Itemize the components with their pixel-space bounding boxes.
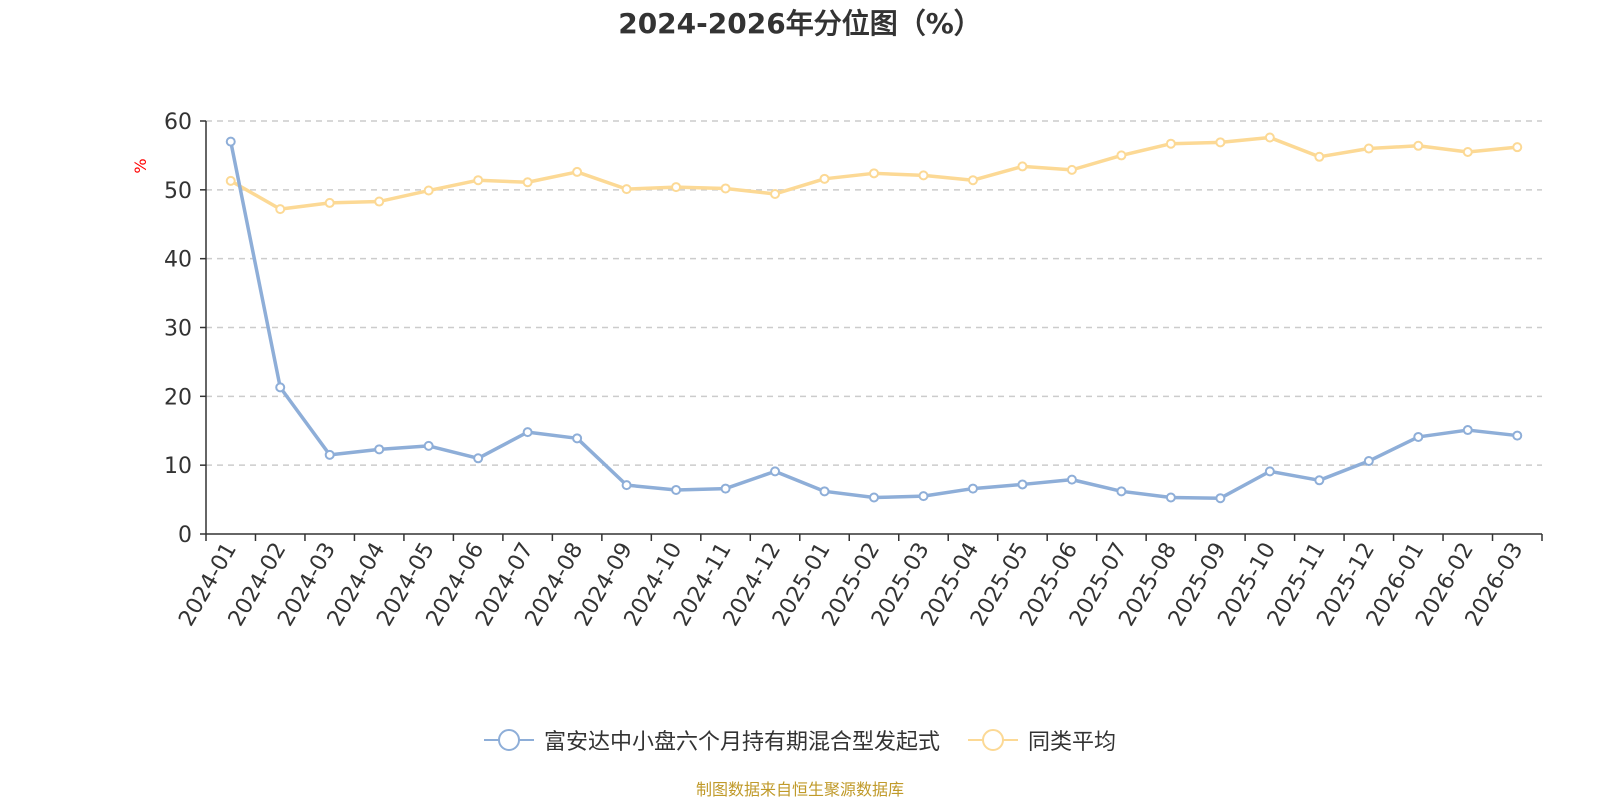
data-point-series-1[interactable] [770,466,781,477]
data-point-series-2[interactable] [770,188,781,199]
data-point-series-2[interactable] [225,175,236,186]
data-point-series-1[interactable] [275,382,286,393]
legend-label-series-1: 富安达中小盘六个月持有期混合型发起式 [543,730,940,755]
y-tick-label: 60 [164,110,192,135]
data-point-series-2[interactable] [522,177,533,188]
data-point-series-2[interactable] [1413,140,1424,151]
y-tick-label: 0 [178,523,192,548]
data-point-series-1[interactable] [1413,431,1424,442]
data-point-series-2[interactable] [1017,161,1028,172]
data-point-series-1[interactable] [1512,430,1523,441]
y-tick-label: 10 [164,454,192,479]
legend-item-series-2[interactable]: 同类平均 [968,724,1116,756]
y-tick-labels: 0 10 20 30 40 50 60 [164,110,192,548]
data-point-series-1[interactable] [671,484,682,495]
data-point-series-1[interactable] [967,483,978,494]
source-note: 制图数据来自恒生聚源数据库 [695,780,904,799]
data-point-series-2[interactable] [918,170,929,181]
legend-label-series-2: 同类平均 [1028,730,1117,755]
data-point-series-1[interactable] [473,453,484,464]
data-point-series-1[interactable] [572,433,583,444]
data-point-series-2[interactable] [869,168,879,179]
data-point-series-2[interactable] [671,182,682,193]
data-point-series-1[interactable] [621,480,632,491]
data-point-series-1[interactable] [1462,425,1473,436]
data-point-series-1[interactable] [324,449,335,460]
data-point-series-2[interactable] [1512,142,1523,153]
y-tick-label: 20 [164,385,192,410]
data-point-series-2[interactable] [1215,137,1226,148]
data-point-series-1[interactable] [374,444,385,455]
legend-item-series-1[interactable]: 富安达中小盘六个月持有期混合型发起式 [483,724,940,756]
y-tick-label: 40 [164,248,192,273]
data-point-series-2[interactable] [473,175,484,186]
data-point-series-2[interactable] [572,166,583,177]
series-lines [225,132,1523,504]
data-point-series-2[interactable] [819,173,830,184]
data-point-series-2[interactable] [1363,143,1374,154]
data-point-series-1[interactable] [1066,474,1077,485]
data-point-series-2[interactable] [1314,151,1325,162]
data-point-series-2[interactable] [423,185,434,196]
legend: 富安达中小盘六个月持有期混合型发起式 同类平均 [0,724,1600,756]
data-point-series-2[interactable] [1462,146,1473,157]
data-point-series-2[interactable] [1165,138,1176,149]
data-point-series-2[interactable] [374,196,385,207]
data-point-series-2[interactable] [1116,150,1127,161]
y-axis-label: % [131,158,150,173]
y-tick-label: 50 [164,179,192,204]
data-point-series-1[interactable] [1116,486,1127,497]
data-point-series-1[interactable] [423,440,434,451]
data-point-series-1[interactable] [869,492,879,503]
series-line-1 [229,141,1518,500]
data-point-series-1[interactable] [1314,475,1325,486]
x-tick-labels: 2024-012024-022024-032024-042024-052024-… [174,538,1528,630]
data-point-series-2[interactable] [1066,164,1077,175]
y-tick-label: 30 [164,317,192,342]
legend-swatch-series-2 [968,729,1018,751]
data-point-series-1[interactable] [720,483,731,494]
data-point-series-1[interactable] [1165,492,1176,503]
data-point-series-1[interactable] [522,427,533,438]
data-point-series-2[interactable] [720,183,731,194]
data-point-series-2[interactable] [967,175,978,186]
data-point-series-2[interactable] [275,204,286,215]
data-point-series-2[interactable] [324,197,335,208]
data-point-series-1[interactable] [819,486,830,497]
data-point-series-1[interactable] [225,136,236,147]
legend-swatch-series-1 [483,729,534,751]
data-point-series-2[interactable] [621,184,632,195]
data-point-series-1[interactable] [1215,493,1226,504]
chart-title: 2024-2026年分位图（%） [618,7,982,40]
axes [200,120,1543,541]
data-point-series-1[interactable] [1363,456,1374,467]
data-point-series-1[interactable] [1017,479,1028,490]
data-point-series-1[interactable] [1264,466,1275,477]
data-point-series-2[interactable] [1264,132,1275,143]
data-point-series-1[interactable] [918,491,929,502]
